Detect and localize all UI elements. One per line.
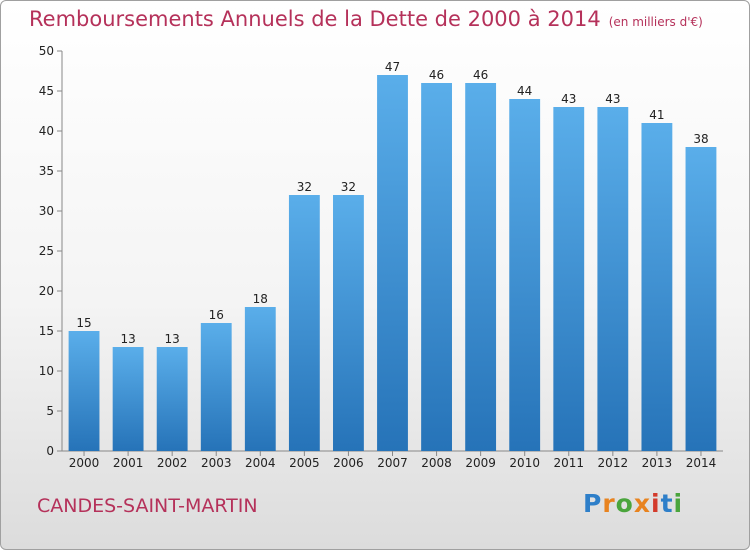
logo-letter: P <box>583 489 603 518</box>
x-tick-label: 2013 <box>642 456 673 470</box>
x-tick-label: 2004 <box>245 456 276 470</box>
x-tick-label: 2000 <box>69 456 100 470</box>
data-label: 13 <box>165 332 180 346</box>
data-label: 38 <box>693 132 708 146</box>
y-tick-label: 0 <box>46 444 54 458</box>
x-tick-label: 2010 <box>509 456 540 470</box>
x-tick-label: 2011 <box>553 456 584 470</box>
y-tick-label: 10 <box>39 364 54 378</box>
bar <box>553 107 585 451</box>
y-tick-label: 20 <box>39 284 54 298</box>
y-tick-label: 5 <box>46 404 54 418</box>
bar <box>156 347 188 451</box>
data-label: 43 <box>561 92 576 106</box>
x-tick-label: 2012 <box>598 456 629 470</box>
y-tick-label: 15 <box>39 324 54 338</box>
x-tick-label: 2005 <box>289 456 320 470</box>
bar <box>244 307 276 451</box>
commune-name: CANDES-SAINT-MARTIN <box>37 495 258 517</box>
logo-letter: o <box>615 489 634 518</box>
x-tick-label: 2002 <box>157 456 188 470</box>
y-tick-label: 45 <box>39 84 54 98</box>
logo-letter: i <box>673 489 684 518</box>
data-label: 32 <box>341 180 356 194</box>
x-tick-label: 2001 <box>113 456 144 470</box>
bar <box>288 195 320 451</box>
bar <box>641 123 673 451</box>
bar <box>112 347 144 451</box>
x-tick-label: 2009 <box>465 456 496 470</box>
chart-bars <box>68 75 717 451</box>
bar <box>333 195 364 451</box>
y-tick-label: 50 <box>39 44 54 58</box>
bar <box>465 83 497 451</box>
x-tick-label: 2003 <box>201 456 232 470</box>
chart-title-text: Remboursements Annuels de la Dette de 20… <box>29 7 601 31</box>
bar <box>685 147 717 451</box>
y-tick-label: 25 <box>39 244 54 258</box>
logo-letter: i <box>651 489 661 518</box>
x-tick-label: 2007 <box>377 456 408 470</box>
data-label: 44 <box>517 84 532 98</box>
bar <box>200 323 232 451</box>
x-tick-label: 2006 <box>333 456 364 470</box>
chart-title: Remboursements Annuels de la Dette de 20… <box>29 7 703 31</box>
data-label: 46 <box>429 68 444 82</box>
x-tick-label: 2008 <box>421 456 452 470</box>
data-label: 15 <box>76 316 91 330</box>
y-tick-label: 40 <box>39 124 54 138</box>
logo-letter: t <box>660 489 674 518</box>
proxiti-logo: Proxiti <box>583 489 683 518</box>
logo-letter: r <box>602 489 616 518</box>
bar <box>377 75 408 451</box>
bar <box>68 331 100 451</box>
data-label: 41 <box>649 108 664 122</box>
data-label: 32 <box>297 180 312 194</box>
data-label: 18 <box>253 292 268 306</box>
data-label: 16 <box>209 308 224 322</box>
logo-letter: x <box>633 489 651 518</box>
data-label: 47 <box>385 60 400 74</box>
data-label: 46 <box>473 68 488 82</box>
bar <box>509 99 541 451</box>
x-tick-label: 2014 <box>686 456 717 470</box>
data-label: 13 <box>120 332 135 346</box>
data-label: 43 <box>605 92 620 106</box>
bar <box>597 107 629 451</box>
bar <box>421 83 452 451</box>
y-tick-label: 35 <box>39 164 54 178</box>
y-tick-label: 30 <box>39 204 54 218</box>
chart-unit-note: (en milliers d'€) <box>608 15 703 29</box>
chart-labels: 0 5 10 15 20 25 30 35 40 45 50 2000 15 2001 13 2002 13 20… <box>39 44 717 470</box>
